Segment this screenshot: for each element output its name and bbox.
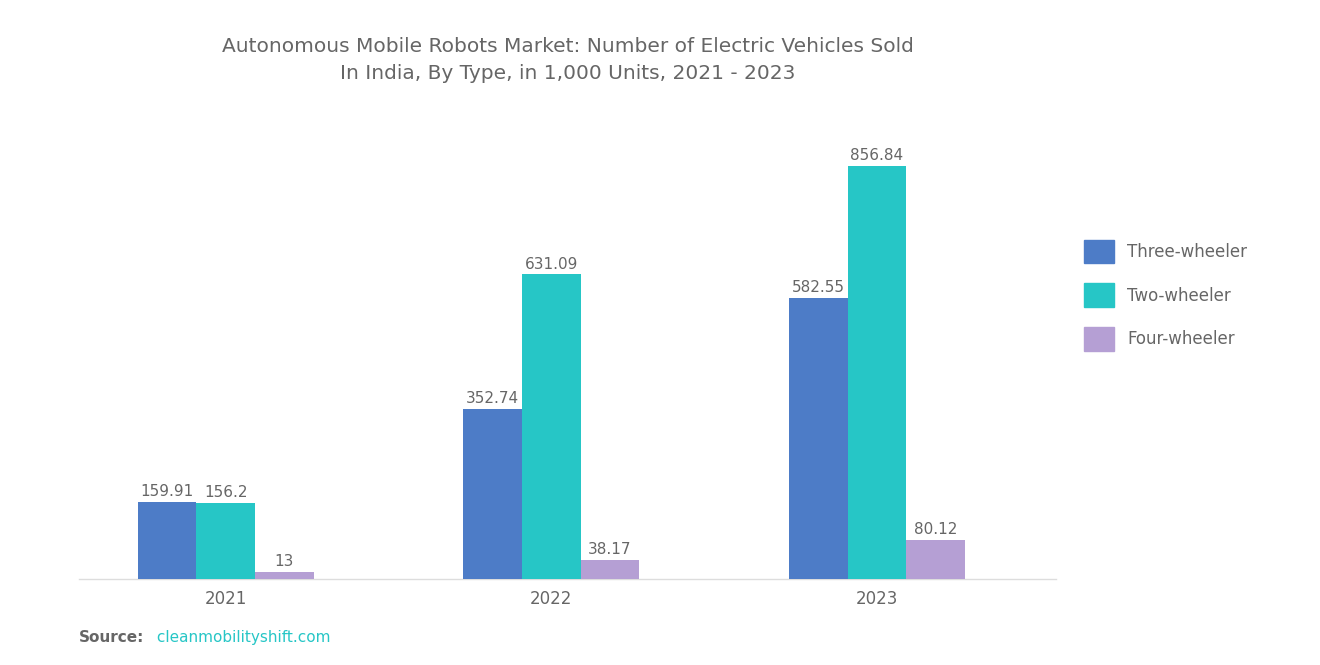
- Bar: [907, 540, 965, 579]
- Bar: [255, 573, 314, 579]
- Text: 352.74: 352.74: [466, 391, 519, 406]
- Text: 156.2: 156.2: [205, 485, 247, 500]
- Title: Autonomous Mobile Robots Market: Number of Electric Vehicles Sold
In India, By T: Autonomous Mobile Robots Market: Number …: [222, 37, 913, 82]
- Bar: [197, 503, 255, 579]
- Bar: [847, 166, 907, 579]
- Text: cleanmobilityshift.com: cleanmobilityshift.com: [152, 630, 330, 645]
- Text: 631.09: 631.09: [524, 257, 578, 271]
- Text: 80.12: 80.12: [913, 522, 957, 537]
- Text: 38.17: 38.17: [589, 542, 632, 557]
- Bar: [789, 298, 847, 579]
- Bar: [581, 560, 639, 579]
- Text: Source:: Source:: [79, 630, 145, 645]
- Text: 582.55: 582.55: [792, 280, 845, 295]
- Bar: [137, 501, 197, 579]
- Bar: [463, 408, 521, 579]
- Bar: [521, 275, 581, 579]
- Text: 159.91: 159.91: [140, 483, 194, 499]
- Text: 856.84: 856.84: [850, 148, 903, 163]
- Legend: Three-wheeler, Two-wheeler, Four-wheeler: Three-wheeler, Two-wheeler, Four-wheeler: [1084, 240, 1247, 350]
- Text: 13: 13: [275, 555, 294, 569]
